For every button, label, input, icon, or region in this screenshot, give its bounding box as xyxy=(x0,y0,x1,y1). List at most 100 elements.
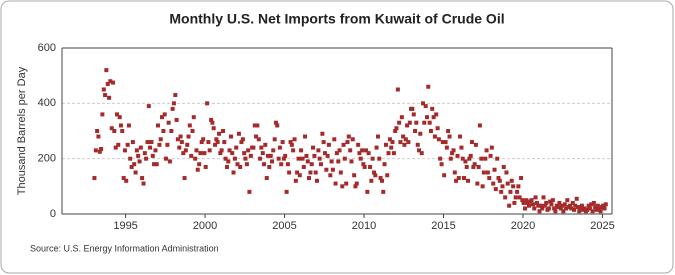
point xyxy=(346,134,351,139)
point xyxy=(226,159,231,164)
point xyxy=(165,142,170,147)
point xyxy=(201,137,206,142)
point xyxy=(366,151,371,156)
point xyxy=(568,203,573,208)
point xyxy=(137,159,142,164)
point xyxy=(390,140,395,145)
point xyxy=(500,184,505,189)
point xyxy=(485,170,490,175)
point xyxy=(161,129,166,133)
point xyxy=(334,151,339,156)
point xyxy=(516,184,521,189)
point xyxy=(158,137,163,142)
point xyxy=(352,173,357,178)
point xyxy=(430,106,435,111)
point xyxy=(308,170,313,175)
point xyxy=(307,176,312,181)
point xyxy=(402,142,407,147)
point xyxy=(258,156,263,161)
point xyxy=(132,162,137,167)
point xyxy=(484,148,489,153)
point xyxy=(243,156,248,161)
point xyxy=(505,181,510,186)
y-tick-label: 600 xyxy=(38,42,56,54)
x-tick-label: 2020 xyxy=(511,220,535,232)
point xyxy=(541,195,546,200)
point xyxy=(414,120,419,125)
point xyxy=(385,173,390,178)
point xyxy=(281,156,286,161)
point xyxy=(353,184,358,189)
point xyxy=(424,115,429,120)
point xyxy=(428,129,433,133)
point xyxy=(289,142,294,147)
point xyxy=(105,81,110,86)
point xyxy=(92,176,97,181)
point xyxy=(364,148,369,153)
point xyxy=(292,137,297,142)
point xyxy=(465,178,470,183)
point xyxy=(185,142,190,147)
point xyxy=(215,140,220,145)
point xyxy=(104,68,109,73)
point xyxy=(540,206,545,211)
point xyxy=(145,140,150,145)
point xyxy=(304,153,309,158)
point xyxy=(598,209,603,214)
point xyxy=(423,104,428,109)
point xyxy=(154,162,159,167)
point xyxy=(328,173,333,178)
point xyxy=(509,178,514,183)
point xyxy=(199,140,204,145)
point xyxy=(162,112,167,117)
point xyxy=(370,156,375,161)
point xyxy=(271,148,276,153)
point xyxy=(288,140,293,145)
point xyxy=(330,167,335,172)
point xyxy=(401,134,406,139)
x-tick-label: 2015 xyxy=(431,220,455,232)
point xyxy=(247,189,252,194)
point xyxy=(492,167,497,172)
point xyxy=(422,120,427,125)
point xyxy=(558,206,563,211)
point xyxy=(111,80,116,85)
point xyxy=(103,93,108,98)
point xyxy=(374,145,379,150)
x-tick-label: 2010 xyxy=(352,220,376,232)
point xyxy=(420,101,425,106)
point xyxy=(491,181,496,186)
point xyxy=(427,120,432,125)
point xyxy=(156,123,161,128)
point xyxy=(546,206,551,211)
point xyxy=(432,134,437,139)
point xyxy=(473,142,478,147)
point xyxy=(387,137,392,142)
point xyxy=(360,148,365,153)
point xyxy=(595,203,600,208)
point xyxy=(593,205,598,210)
point xyxy=(325,153,330,158)
point xyxy=(517,195,522,200)
point xyxy=(511,184,516,189)
point xyxy=(357,151,362,156)
point xyxy=(476,164,481,169)
point xyxy=(218,151,223,156)
point xyxy=(190,129,195,133)
point xyxy=(121,176,126,181)
point xyxy=(442,173,447,178)
point xyxy=(187,123,192,128)
point xyxy=(561,209,566,214)
point xyxy=(383,142,388,147)
point xyxy=(450,151,455,156)
point xyxy=(549,202,554,207)
point xyxy=(232,156,237,161)
point xyxy=(317,156,322,161)
point xyxy=(452,170,457,175)
point xyxy=(152,162,157,167)
point xyxy=(303,134,308,139)
point xyxy=(177,145,182,150)
point xyxy=(464,164,469,169)
point xyxy=(480,184,485,189)
point xyxy=(100,112,105,117)
